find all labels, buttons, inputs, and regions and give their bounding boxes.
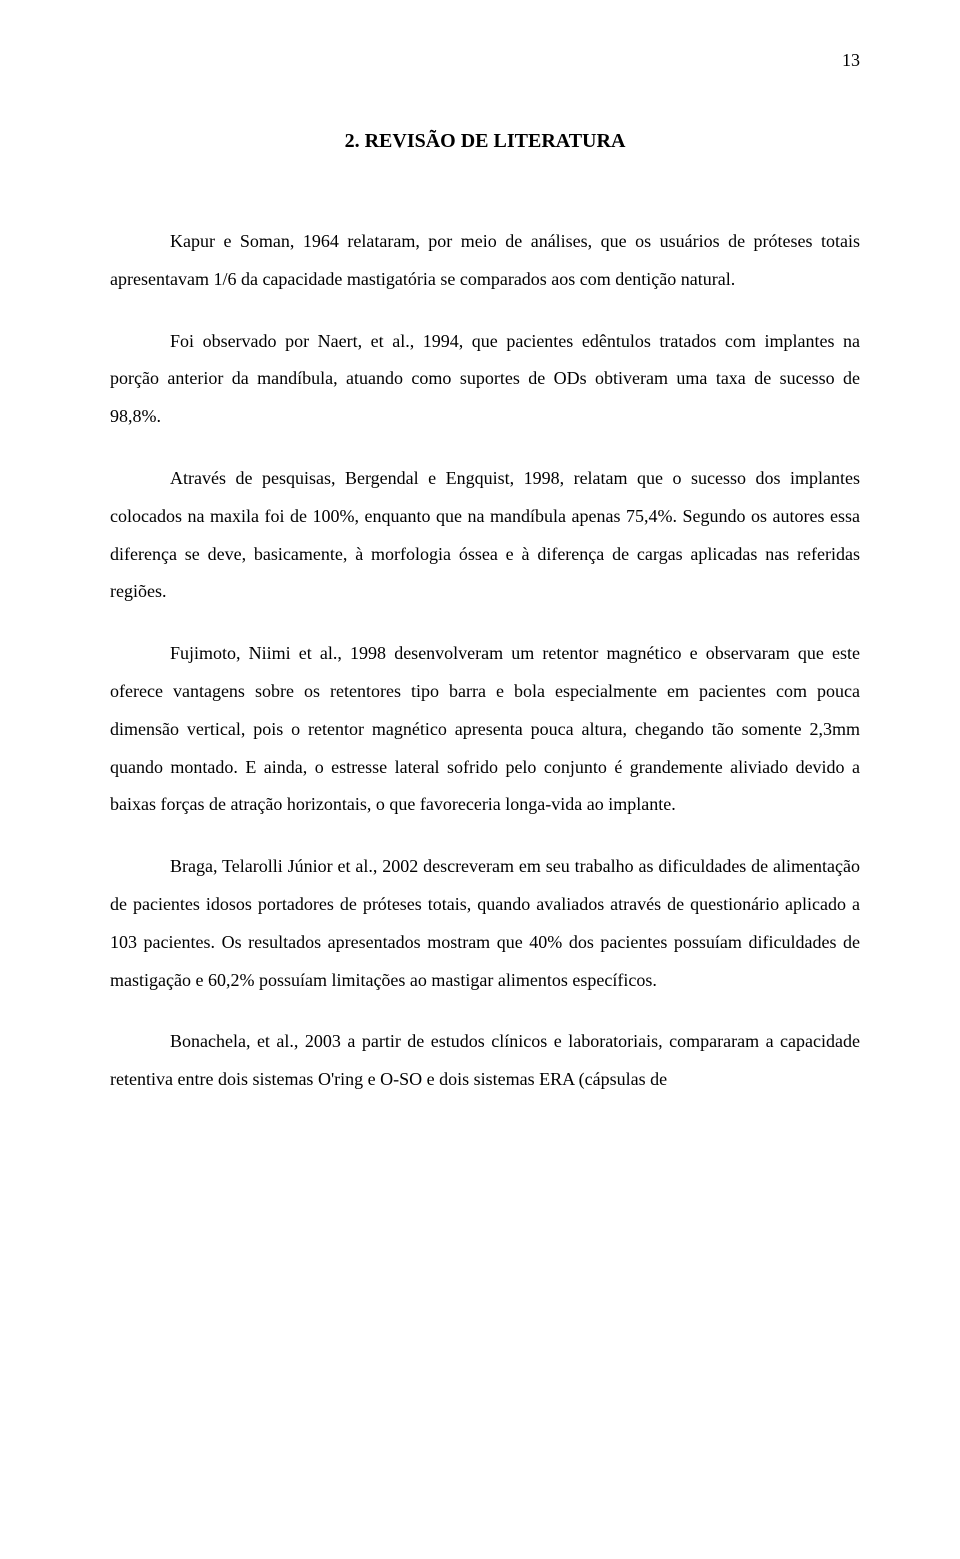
body-paragraph: Através de pesquisas, Bergendal e Engqui… — [110, 460, 860, 611]
body-paragraph: Bonachela, et al., 2003 a partir de estu… — [110, 1023, 860, 1099]
body-paragraph: Braga, Telarolli Júnior et al., 2002 des… — [110, 848, 860, 999]
page-number: 13 — [842, 50, 860, 71]
body-paragraph: Kapur e Soman, 1964 relataram, por meio … — [110, 223, 860, 299]
body-paragraph: Fujimoto, Niimi et al., 1998 desenvolver… — [110, 635, 860, 824]
section-heading: 2. REVISÃO DE LITERATURA — [110, 130, 860, 153]
body-paragraph: Foi observado por Naert, et al., 1994, q… — [110, 323, 860, 436]
